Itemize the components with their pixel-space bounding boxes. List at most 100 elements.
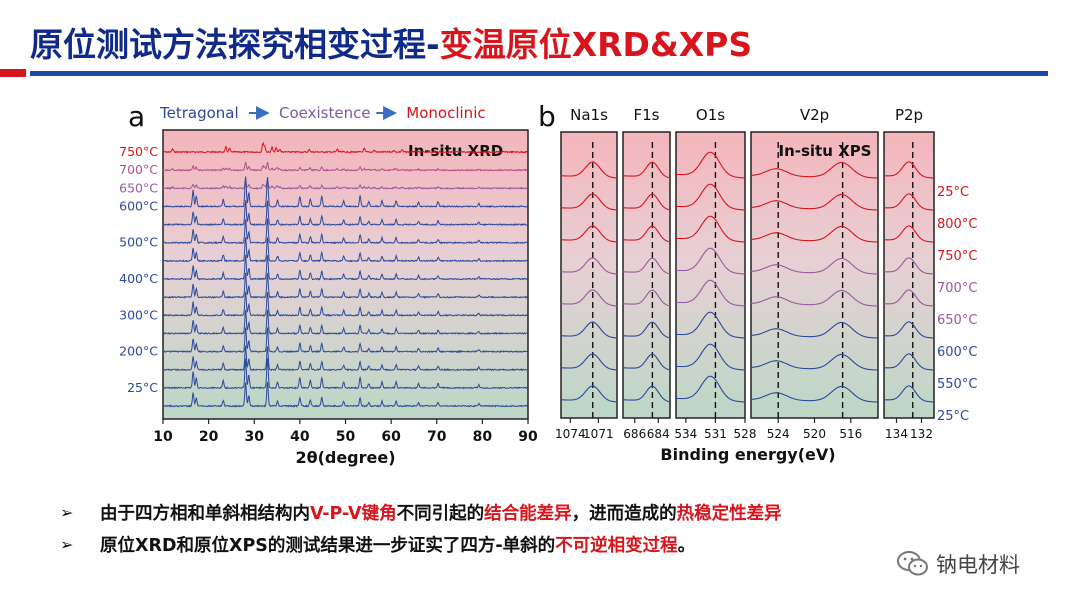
xps-temp-label: 550°C bbox=[937, 377, 977, 392]
xps-x-tick-label: 531 bbox=[704, 427, 727, 441]
xps-series-line bbox=[750, 193, 879, 211]
xrd-temp-label: 400°C bbox=[119, 271, 158, 286]
xps-subpanel-title: F1s bbox=[634, 106, 660, 124]
xrd-temp-label: 700°C bbox=[119, 162, 158, 177]
xrd-series-line bbox=[162, 327, 528, 354]
xps-temp-label: 650°C bbox=[937, 313, 977, 328]
xrd-series-line bbox=[162, 178, 528, 190]
xrd-series-line bbox=[162, 291, 528, 317]
xrd-x-tick-label: 10 bbox=[153, 429, 173, 445]
phase-label: Monoclinic bbox=[406, 104, 485, 122]
xps-annotation: In-situ XPS bbox=[779, 142, 872, 160]
xps-series-line bbox=[750, 353, 879, 371]
xrd-series-line bbox=[162, 200, 528, 227]
slide-title: 原位测试方法探究相变过程-变温原位XRD&XPS bbox=[30, 18, 1050, 64]
xps-x-tick-label: 528 bbox=[734, 427, 757, 441]
xps-series-line bbox=[883, 193, 935, 211]
xps-x-tick-label: 132 bbox=[910, 427, 933, 441]
xrd-x-tick-label: 90 bbox=[518, 429, 538, 445]
xps-temp-label: 25°C bbox=[937, 409, 969, 424]
panel-label-b: b bbox=[538, 100, 556, 133]
xrd-series-line bbox=[162, 345, 528, 372]
bullet-text-segment: 。 bbox=[677, 535, 696, 556]
xrd-x-axis-label: 2θ(degree) bbox=[295, 448, 395, 467]
bullet-text-segment: 由于四方相和单斜相结构内 bbox=[100, 503, 310, 524]
xrd-series-line bbox=[162, 161, 528, 172]
xps-x-tick-label: 134 bbox=[885, 427, 908, 441]
xrd-temp-label: 750°C bbox=[119, 144, 158, 159]
xps-series-line bbox=[750, 385, 879, 403]
xrd-series-line bbox=[162, 309, 528, 336]
xrd-temp-label: 600°C bbox=[119, 198, 158, 213]
xrd-x-tick-label: 60 bbox=[381, 429, 401, 445]
bullet-highlight: 不可逆相变过程 bbox=[555, 535, 678, 556]
xps-temp-label: 750°C bbox=[937, 249, 977, 264]
figure-canvas: a Tetragonal Coexistence Monoclinic In-situ … bbox=[119, 100, 977, 467]
xrd-x-tick-label: 40 bbox=[290, 429, 310, 445]
xps-subpanel-frame bbox=[560, 131, 618, 419]
xps-series-line bbox=[676, 183, 746, 211]
xps-x-tick-label: 516 bbox=[839, 427, 862, 441]
xrd-temp-label: 300°C bbox=[119, 307, 158, 322]
xps-series-line bbox=[676, 247, 746, 275]
xps-series-line bbox=[560, 257, 617, 275]
watermark: 钠电材料 bbox=[896, 546, 1056, 582]
xps-series-line bbox=[883, 225, 935, 243]
panel-label-a: a bbox=[128, 100, 145, 133]
xps-x-axis-label: Binding energy(eV) bbox=[660, 445, 835, 464]
xps-subpanel-frame bbox=[622, 131, 671, 419]
xps-subpanel-frame bbox=[750, 131, 879, 419]
xrd-plot-area bbox=[162, 129, 529, 420]
xrd-x-tick-label: 50 bbox=[336, 429, 356, 445]
xps-temp-label: 600°C bbox=[937, 345, 977, 360]
xps-series-line bbox=[560, 289, 617, 307]
xps-series-line bbox=[883, 257, 935, 275]
xps-series-line bbox=[676, 375, 746, 403]
xrd-series-line bbox=[162, 237, 528, 263]
xps-series-line bbox=[750, 225, 879, 243]
xps-series-line bbox=[750, 161, 879, 179]
xrd-series-line bbox=[162, 141, 528, 154]
bullet-highlight: 热稳定性差异 bbox=[676, 503, 782, 524]
xps-series-line bbox=[622, 353, 671, 371]
watermark-text: 钠电材料 bbox=[936, 553, 1020, 577]
xps-series-line bbox=[676, 311, 746, 339]
xrd-series-line bbox=[162, 218, 528, 245]
xps-series-line bbox=[676, 151, 746, 179]
xps-subpanel-title: P2p bbox=[895, 106, 923, 124]
bullet-highlight: V-P-V键角 bbox=[310, 503, 397, 524]
xps-temp-label: 800°C bbox=[937, 217, 977, 232]
xps-series-line bbox=[750, 289, 879, 307]
xrd-temp-label: 200°C bbox=[119, 344, 158, 359]
title-accent-bar bbox=[0, 69, 26, 77]
xps-series-line bbox=[883, 161, 935, 179]
xps-series-line bbox=[676, 279, 746, 307]
wechat-icon bbox=[897, 551, 928, 576]
xps-series-line bbox=[750, 257, 879, 275]
xps-series-line bbox=[560, 321, 617, 339]
bullet-highlight: 结合能差异 bbox=[484, 503, 572, 524]
xps-temp-label: 700°C bbox=[937, 281, 977, 296]
xrd-temp-label: 500°C bbox=[119, 235, 158, 250]
xps-x-tick-label: 686 bbox=[623, 427, 646, 441]
xrd-x-tick-label: 20 bbox=[199, 429, 219, 445]
bullet-text-segment: 不同引起的 bbox=[396, 503, 485, 524]
xps-series-line bbox=[622, 161, 671, 179]
xps-series-line bbox=[750, 321, 879, 339]
xps-x-tick-label: 524 bbox=[767, 427, 790, 441]
xps-series-line bbox=[622, 257, 671, 275]
xps-series-line bbox=[622, 193, 671, 211]
xrd-x-tick-label: 70 bbox=[427, 429, 447, 445]
phase-label: Tetragonal bbox=[159, 104, 239, 122]
xrd-series-line bbox=[162, 176, 528, 209]
bullet-arrow-icon: ➢ bbox=[60, 534, 74, 554]
xps-x-tick-label: 684 bbox=[647, 427, 670, 441]
xps-series-line bbox=[560, 353, 617, 371]
xps-series-line bbox=[883, 289, 935, 307]
xps-series-line bbox=[560, 161, 617, 179]
xrd-temp-label: 25°C bbox=[127, 380, 158, 395]
xps-x-tick-label: 1071 bbox=[583, 427, 614, 441]
xps-series-line bbox=[560, 225, 617, 243]
xps-subpanel-frame bbox=[675, 131, 746, 419]
